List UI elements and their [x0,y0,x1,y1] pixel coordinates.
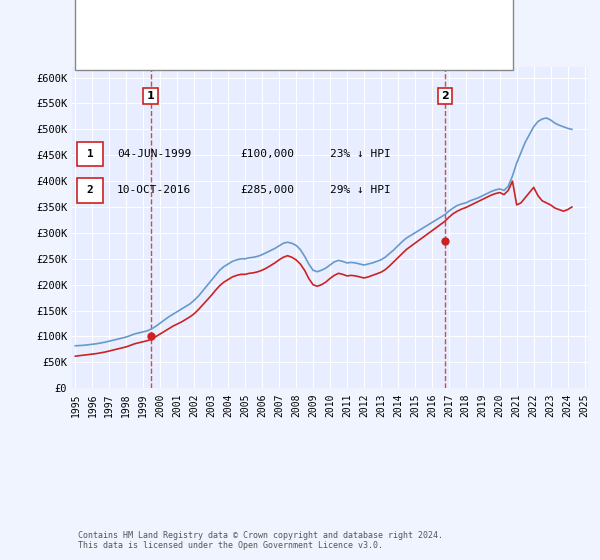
Text: £285,000: £285,000 [240,185,294,195]
Text: HPI: Average price, detached house, Dorset: HPI: Average price, detached house, Dors… [119,48,365,58]
Text: 29% ↓ HPI: 29% ↓ HPI [330,185,391,195]
Text: 04-JUN-1999: 04-JUN-1999 [117,149,191,159]
Text: 2: 2 [86,185,94,195]
Text: 7, KENMOOR CLOSE, WEYMOUTH, DT3 6JZ: 7, KENMOOR CLOSE, WEYMOUTH, DT3 6JZ [154,25,446,39]
Text: 1: 1 [86,149,94,159]
Text: 23% ↓ HPI: 23% ↓ HPI [330,149,391,159]
Text: 1: 1 [147,91,154,101]
Text: ——: —— [93,46,121,60]
Text: 10-OCT-2016: 10-OCT-2016 [117,185,191,195]
Text: ——: —— [93,3,121,17]
Text: 7, KENMOOR CLOSE, WEYMOUTH, DT3 6JZ (detached house): 7, KENMOOR CLOSE, WEYMOUTH, DT3 6JZ (det… [119,5,424,15]
Text: 2: 2 [441,91,449,101]
Text: £100,000: £100,000 [240,149,294,159]
Text: Price paid vs. HM Land Registry's House Price Index (HPI): Price paid vs. HM Land Registry's House … [107,40,493,50]
Text: Contains HM Land Registry data © Crown copyright and database right 2024.
This d: Contains HM Land Registry data © Crown c… [78,531,443,550]
